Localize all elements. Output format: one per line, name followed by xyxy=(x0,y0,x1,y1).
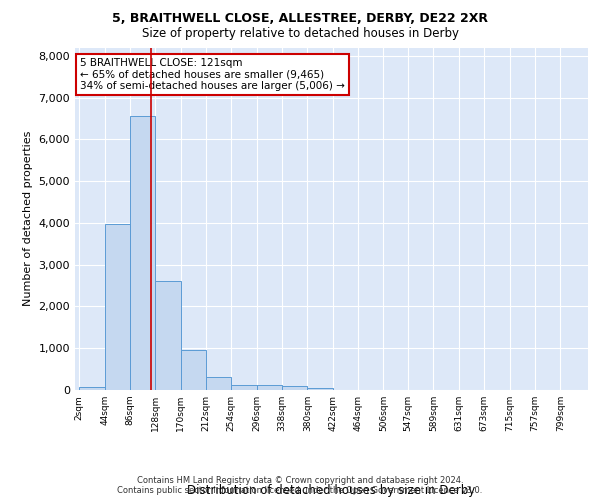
Bar xyxy=(155,280,181,390)
Bar xyxy=(130,116,155,390)
Bar xyxy=(79,387,104,390)
Text: 5 BRAITHWELL CLOSE: 121sqm
← 65% of detached houses are smaller (9,465)
34% of s: 5 BRAITHWELL CLOSE: 121sqm ← 65% of deta… xyxy=(80,58,345,91)
Bar xyxy=(257,386,282,390)
Text: Contains HM Land Registry data © Crown copyright and database right 2024.: Contains HM Land Registry data © Crown c… xyxy=(137,476,463,485)
Bar xyxy=(232,385,257,390)
Y-axis label: Number of detached properties: Number of detached properties xyxy=(23,131,33,306)
Text: Size of property relative to detached houses in Derby: Size of property relative to detached ho… xyxy=(142,28,458,40)
Text: Contains public sector information licensed under the Open Government Licence v3: Contains public sector information licen… xyxy=(118,486,482,495)
Bar xyxy=(181,350,206,390)
Bar xyxy=(307,388,333,390)
Text: 5, BRAITHWELL CLOSE, ALLESTREE, DERBY, DE22 2XR: 5, BRAITHWELL CLOSE, ALLESTREE, DERBY, D… xyxy=(112,12,488,26)
Bar xyxy=(206,377,232,390)
Bar xyxy=(104,224,130,390)
Bar xyxy=(282,386,307,390)
X-axis label: Distribution of detached houses by size in Derby: Distribution of detached houses by size … xyxy=(187,484,476,497)
